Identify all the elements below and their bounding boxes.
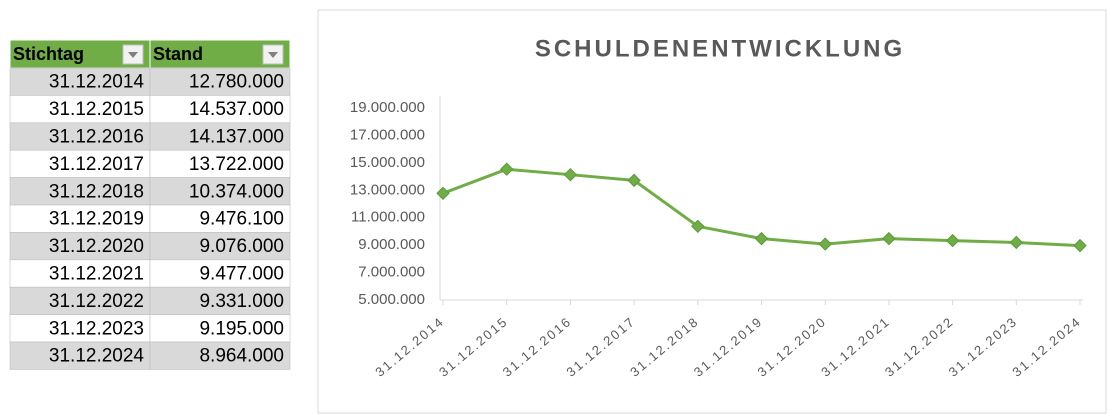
cell-text: 9.195.000 [199, 318, 284, 339]
marker [1073, 238, 1087, 253]
cell-text: 31.12.2016 [49, 127, 144, 148]
cell-text: 31.12.2020 [49, 236, 144, 257]
header-text: Stichtag [13, 44, 84, 64]
cell-text: 31.12.2018 [49, 181, 144, 202]
table-cell [149, 259, 291, 288]
table-cell [9, 232, 151, 261]
cell-text: 9.476.100 [199, 209, 284, 230]
y-tick-label: 7.000.000 [358, 264, 425, 281]
marker [436, 186, 450, 201]
table-cell [149, 314, 291, 343]
table-cell [149, 341, 291, 370]
marker [945, 233, 960, 248]
cell-text: 9.076.000 [199, 236, 284, 257]
cell-text: 31.12.2021 [49, 264, 144, 285]
marker [627, 173, 641, 188]
table-cell [9, 286, 151, 315]
marker [563, 167, 578, 182]
chart-title: SCHULDENENTWICKLUNG [535, 35, 905, 62]
y-tick-label: 19.000.000 [350, 99, 425, 116]
table-cell [9, 122, 151, 151]
cell-text: 31.12.2015 [49, 99, 144, 120]
table-cell [149, 95, 291, 124]
cell-text: 14.537.000 [189, 99, 284, 120]
y-tick-label: 17.000.000 [350, 126, 425, 143]
filter-arrow [268, 52, 278, 58]
chart-frame [317, 9, 1107, 414]
marker [499, 162, 514, 176]
y-tick-label: 5.000.000 [358, 291, 425, 308]
table-cell [9, 259, 151, 288]
cell-text: 8.964.000 [199, 346, 284, 367]
cell-text: 14.137.000 [189, 127, 284, 148]
y-tick-label: 13.000.000 [350, 181, 425, 198]
table-cell [9, 95, 151, 124]
cell-text: 13.722.000 [189, 154, 284, 175]
cell-text: 31.12.2014 [49, 72, 145, 93]
table-cell [149, 67, 291, 96]
cell-text: 31.12.2019 [49, 209, 144, 230]
cell-text: 31.12.2017 [49, 154, 144, 175]
y-tick-label: 15.000.000 [350, 154, 425, 171]
table-cell [149, 232, 291, 261]
table-cell [149, 149, 291, 178]
marker [754, 231, 769, 246]
cell-text: 31.12.2023 [49, 318, 144, 339]
filter-arrow [128, 52, 138, 58]
table-cell [9, 204, 151, 233]
marker [882, 231, 896, 246]
table-cell [149, 286, 291, 315]
cell-text: 31.12.2024 [49, 346, 145, 367]
table-cell [9, 177, 151, 206]
cell-text: 10.374.000 [189, 181, 284, 202]
cell-text: 12.780.000 [189, 72, 284, 93]
cell-text: 9.477.000 [199, 264, 284, 285]
marker [1009, 235, 1024, 250]
header-text: Stand [153, 44, 203, 64]
table-cell [9, 341, 151, 370]
cell-text: 31.12.2022 [49, 291, 144, 312]
table-cell [149, 204, 291, 233]
marker [691, 219, 705, 234]
y-tick-label: 9.000.000 [358, 236, 425, 253]
marker [818, 237, 832, 251]
cell-text: 9.331.000 [199, 291, 284, 312]
y-tick-label: 11.000.000 [351, 209, 425, 226]
